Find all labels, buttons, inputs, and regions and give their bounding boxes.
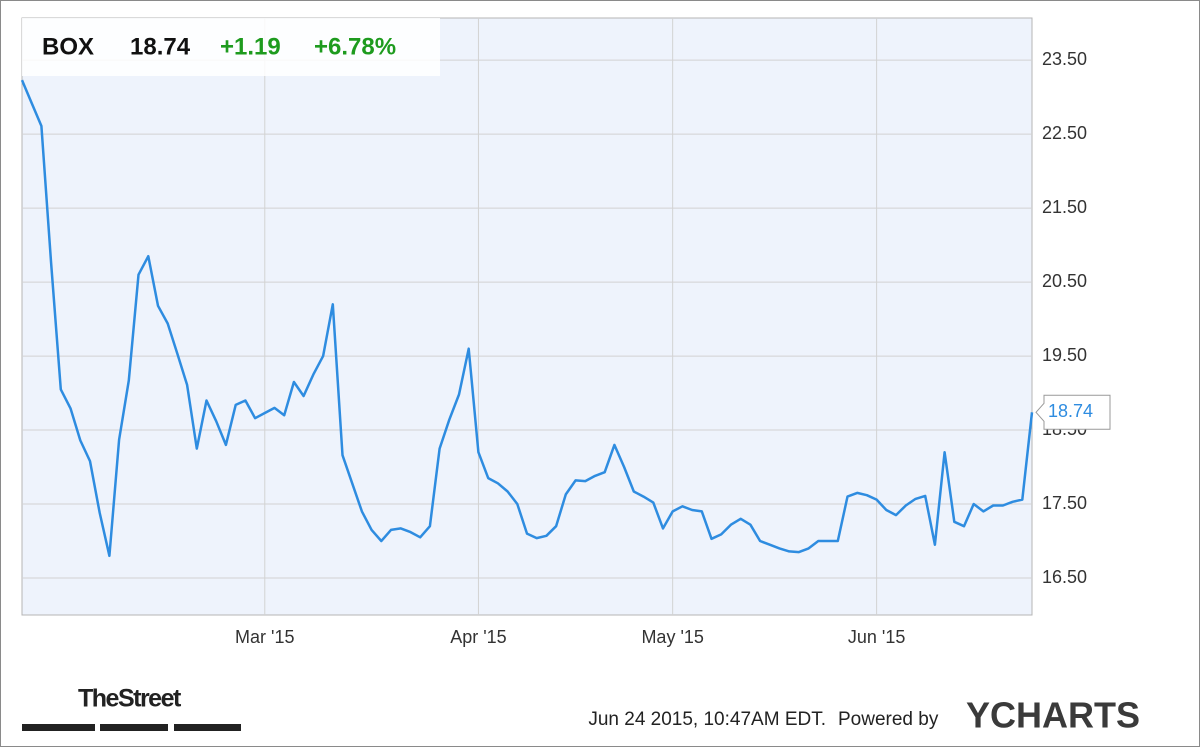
y-tick-label: 21.50 xyxy=(1042,197,1087,217)
source-logo: TheStreet xyxy=(78,685,182,713)
y-tick-label: 23.50 xyxy=(1042,49,1087,69)
x-tick-label: Mar '15 xyxy=(235,627,294,647)
price: 18.74 xyxy=(130,33,191,60)
brand-logo: YCHARTS xyxy=(966,695,1140,736)
change-pct: +6.78% xyxy=(314,33,396,60)
price-line xyxy=(20,79,1034,558)
x-tick-label: Jun '15 xyxy=(848,627,905,647)
last-value-label: 18.74 xyxy=(1048,401,1093,421)
powered-by: Powered by xyxy=(838,709,939,730)
y-tick-label: 22.50 xyxy=(1042,123,1087,143)
x-tick-label: May '15 xyxy=(641,627,703,647)
logo-bar xyxy=(100,724,168,731)
y-tick-label: 17.50 xyxy=(1042,493,1087,513)
ticker: BOX xyxy=(42,33,94,60)
x-tick-label: Apr '15 xyxy=(450,627,506,647)
y-tick-label: 16.50 xyxy=(1042,567,1087,587)
logo-bar xyxy=(22,724,95,731)
last-value-flag xyxy=(1035,394,1111,430)
header-box xyxy=(22,18,440,76)
y-tick-label: 19.50 xyxy=(1042,345,1087,365)
change: +1.19 xyxy=(220,33,281,60)
logo-bar xyxy=(174,724,241,731)
plot-area xyxy=(21,17,1033,616)
timestamp: Jun 24 2015, 10:47AM EDT. xyxy=(588,709,826,730)
y-tick-label: 20.50 xyxy=(1042,271,1087,291)
